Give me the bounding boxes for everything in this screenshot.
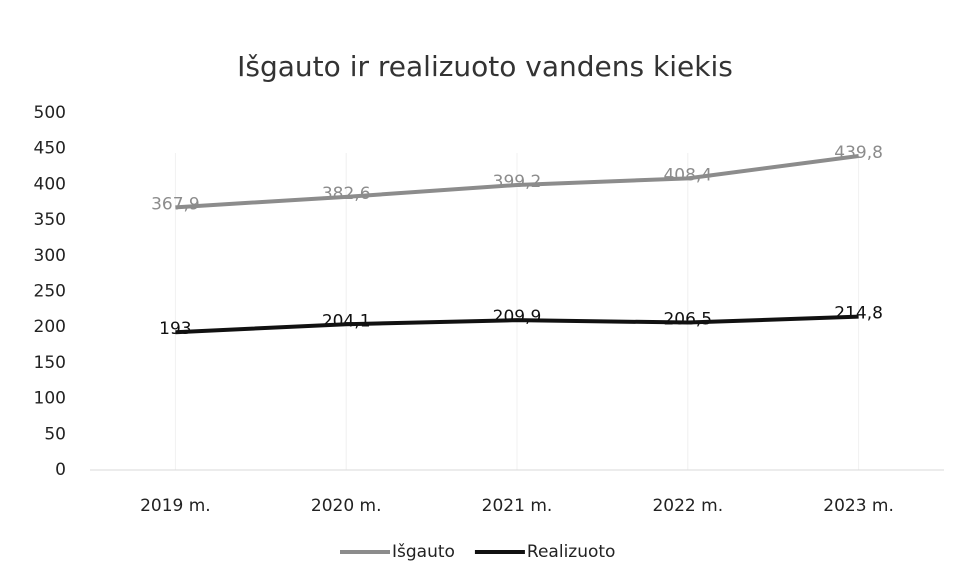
x-tick-label: 2019 m. [140,496,211,516]
data-label: 367,9 [151,194,200,214]
y-tick-label: 400 [34,174,66,194]
data-label: 439,8 [834,143,883,163]
y-tick-label: 450 [34,139,66,159]
y-tick-label: 300 [34,246,66,266]
series-line [175,154,859,210]
chart-title: Išgauto ir realizuoto vandens kiekis [237,50,733,83]
data-label: 399,2 [493,172,542,192]
data-label: 408,4 [663,165,712,185]
y-tick-label: 50 [44,424,66,444]
y-tick-label: 100 [34,389,66,409]
data-label: 382,6 [322,184,371,204]
x-tick-label: 2022 m. [652,496,723,516]
y-tick-label: 200 [34,317,66,337]
y-tick-label: 250 [34,282,66,302]
y-tick-label: 350 [34,210,66,230]
x-tick-label: 2021 m. [482,496,553,516]
legend-label: Realizuoto [527,542,616,562]
y-tick-label: 0 [55,460,66,480]
data-label: 209,9 [493,307,542,327]
data-label: 204,1 [322,311,371,331]
data-label: 206,5 [663,310,712,330]
x-tick-label: 2023 m. [823,496,894,516]
series-line [175,314,859,335]
y-tick-label: 150 [34,353,66,373]
data-label: 214,8 [834,304,883,324]
x-tick-label: 2020 m. [311,496,382,516]
y-tick-label: 500 [34,103,66,123]
legend-label: Išgauto [392,542,455,562]
data-label: 193 [159,319,191,339]
